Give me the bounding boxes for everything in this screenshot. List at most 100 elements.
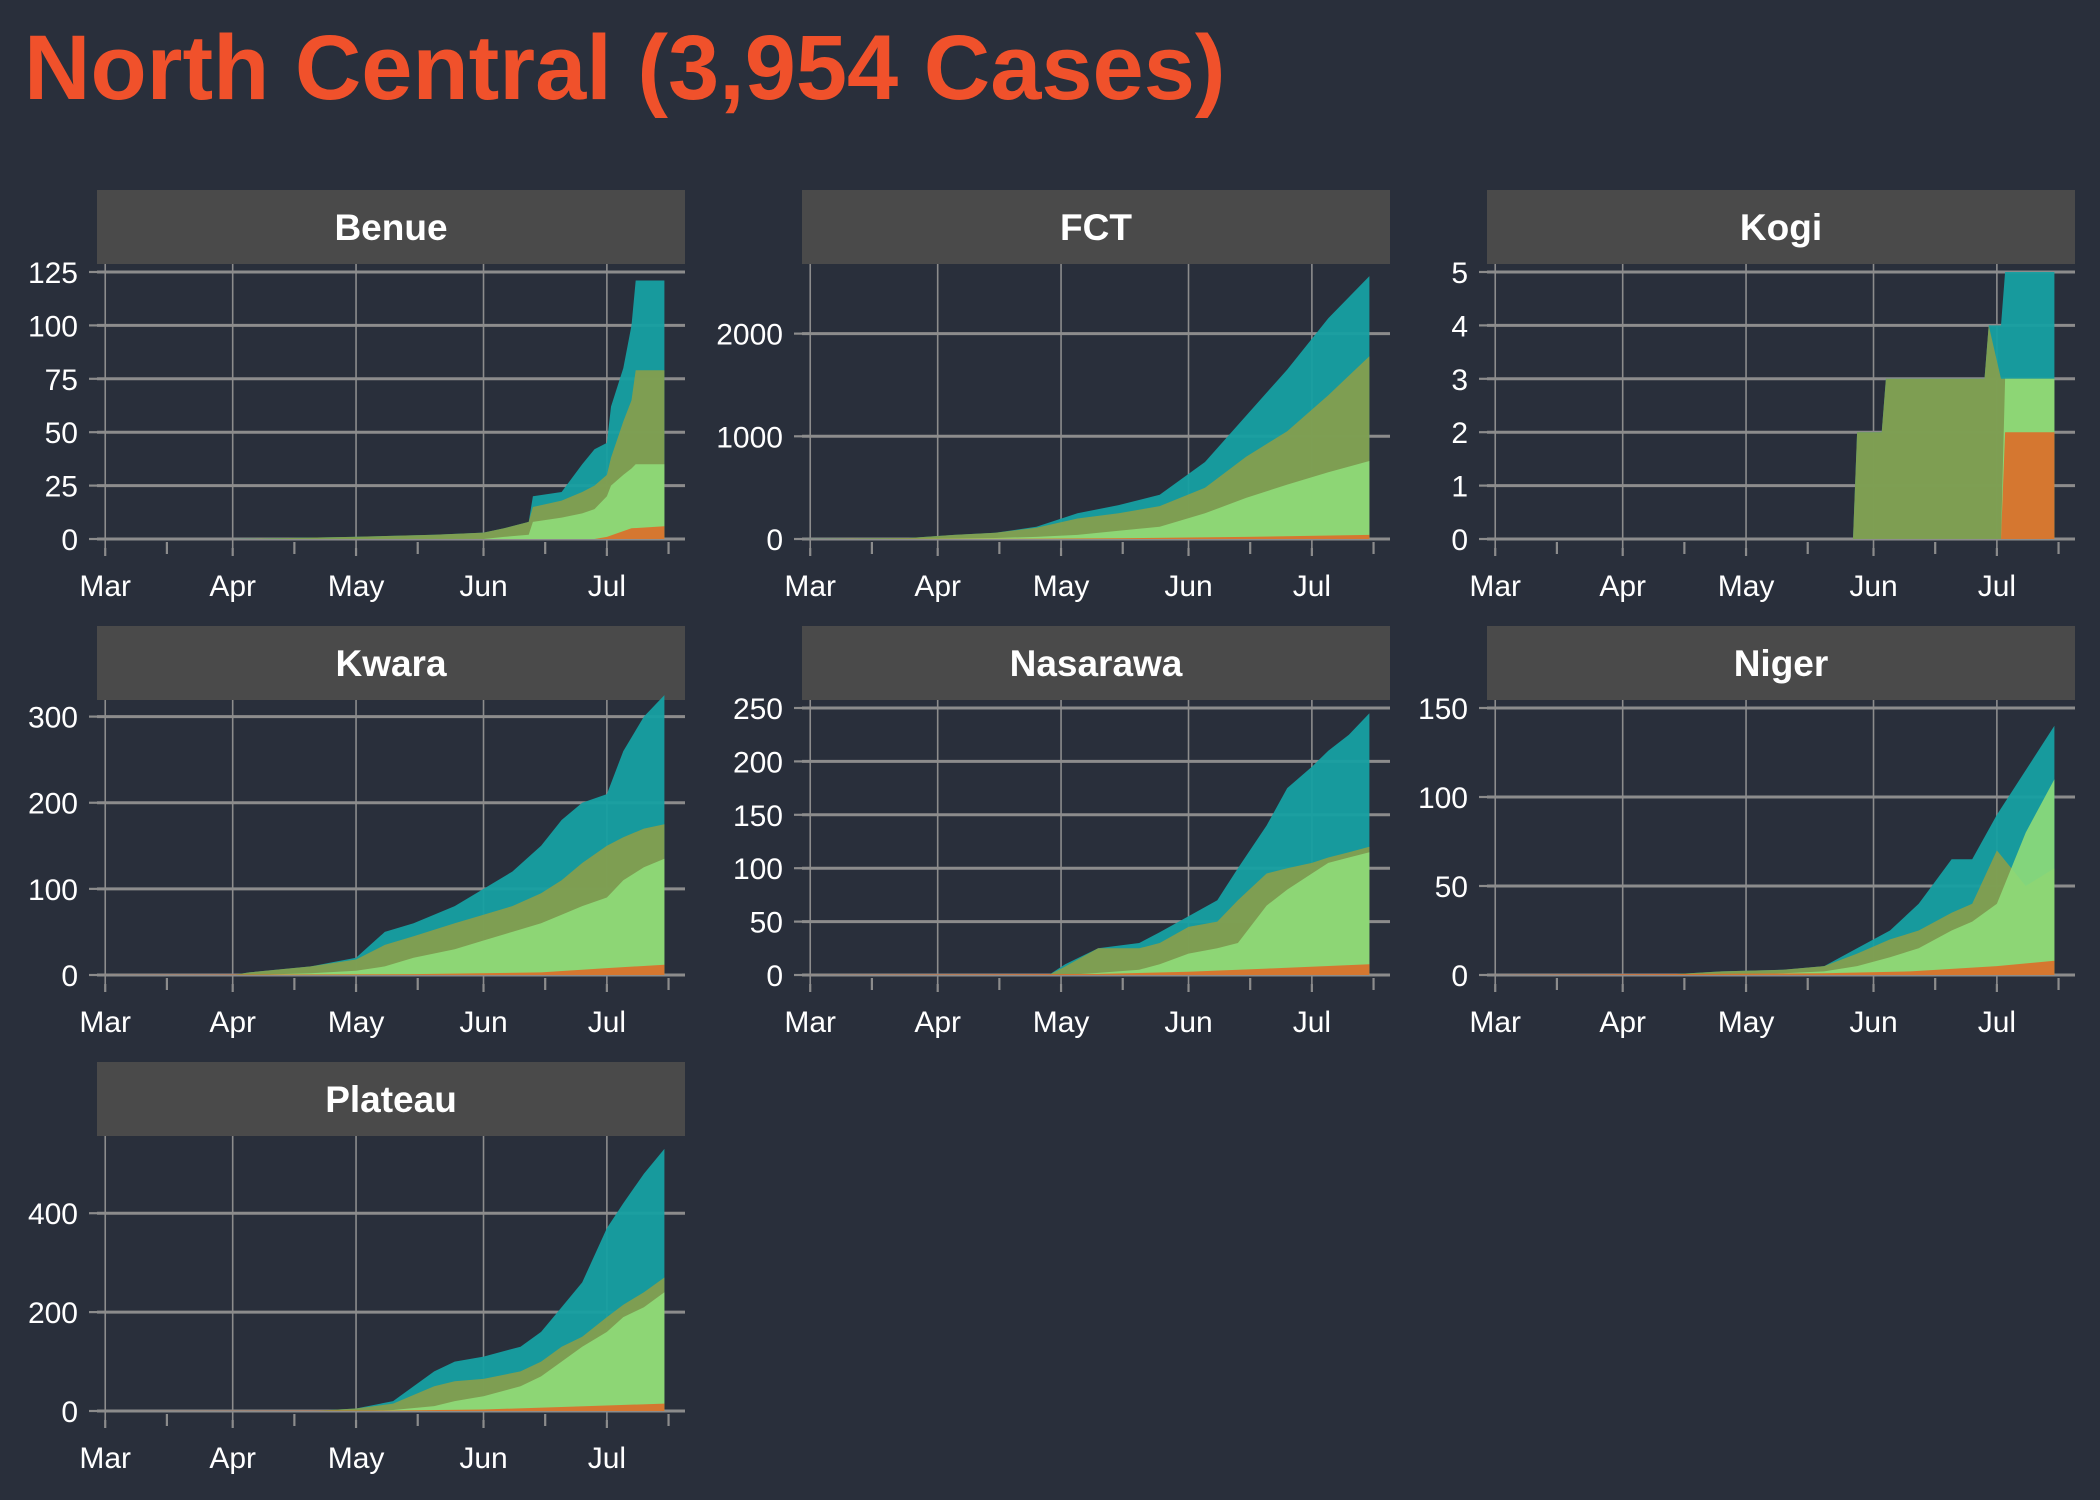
y-tick-label: 25: [45, 471, 78, 504]
facet-kwara-svg: Kwara 0 100 200 300 Mar Apr May Jun Jul: [28, 626, 685, 1039]
area-series-3: [1487, 779, 2055, 975]
y-tick-label: 50: [45, 417, 78, 450]
area-series-1: [1487, 725, 2055, 975]
facet-kogi-svg: Kogi 0 1 2 3 4 5 Mar Apr May Jun Jul: [1451, 190, 2075, 603]
area-series-2: [97, 370, 665, 539]
facet-fct-svg: FCT 0 1000 2000 Mar Apr May Jun Jul: [716, 190, 1390, 603]
facet-benue: Benue 0 25 50 75 100 125 Mar Apr May Jun Jul: [0, 190, 700, 626]
x-tick-label: May: [328, 570, 385, 603]
x-tick-label: May: [1718, 1006, 1775, 1039]
area-series-2: [802, 356, 1370, 539]
facet-nasarawa-svg: Nasarawa 0 50 100 150 200 250 Mar Apr May Jun Jul: [733, 626, 1390, 1039]
x-tick-label: Mar: [79, 570, 131, 603]
y-tick-label: 2000: [716, 319, 783, 352]
area-series-3: [97, 464, 665, 539]
x-tick-label: Mar: [784, 1006, 836, 1039]
facet-kogi: Kogi 0 1 2 3 4 5 Mar Apr May Jun Jul: [1390, 190, 2090, 626]
y-tick-label: 400: [28, 1198, 78, 1231]
x-tick-label: Jul: [1978, 570, 2016, 603]
x-tick-label: Jun: [459, 1442, 507, 1475]
area-series-4: [802, 534, 1370, 539]
y-tick-label: 50: [1435, 871, 1468, 904]
x-tick-label: Mar: [784, 570, 836, 603]
y-tick-label: 0: [1451, 524, 1468, 557]
y-tick-label: 100: [1418, 782, 1468, 815]
y-tick-label: 2: [1451, 417, 1468, 450]
x-tick-label: Apr: [209, 1442, 256, 1475]
area-series-4: [802, 964, 1370, 975]
x-tick-label: May: [328, 1442, 385, 1475]
x-tick-label: Mar: [79, 1442, 131, 1475]
y-tick-label: 0: [766, 524, 783, 557]
facet-strip: [97, 190, 685, 264]
x-tick-label: Mar: [79, 1006, 131, 1039]
facet-strip: [802, 190, 1390, 264]
y-tick-label: 0: [766, 960, 783, 993]
area-series-1: [97, 1148, 665, 1411]
x-tick-label: Mar: [1469, 1006, 1521, 1039]
x-tick-label: Jul: [588, 1442, 626, 1475]
facet-title: Niger: [1734, 643, 1829, 684]
facet-strip: [97, 1062, 685, 1136]
facet-plateau: Plateau 0 200 400 Mar Apr May Jun Jul: [0, 1062, 700, 1498]
area-series-2: [1487, 850, 2055, 975]
area-series-2: [1487, 325, 2055, 539]
y-tick-label: 5: [1451, 257, 1468, 290]
x-tick-label: Apr: [209, 1006, 256, 1039]
area-series-3: [97, 858, 665, 975]
facet-niger-svg: Niger 0 50 100 150 Mar Apr May Jun Jul: [1418, 626, 2075, 1039]
y-tick-label: 200: [28, 788, 78, 821]
area-series-3: [802, 852, 1370, 975]
facet-strip: [97, 626, 685, 700]
facet-niger: Niger 0 50 100 150 Mar Apr May Jun Jul: [1390, 626, 2090, 1062]
facet-strip: [1487, 190, 2075, 264]
area-series-2: [802, 846, 1370, 975]
x-tick-label: Mar: [1469, 570, 1521, 603]
x-tick-label: May: [1718, 570, 1775, 603]
y-tick-label: 250: [733, 693, 783, 726]
y-tick-label: 100: [733, 853, 783, 886]
y-tick-label: 300: [28, 702, 78, 735]
facet-kwara: Kwara 0 100 200 300 Mar Apr May Jun Jul: [0, 626, 700, 1062]
area-series-3: [802, 461, 1370, 539]
y-tick-label: 0: [61, 524, 78, 557]
y-tick-label: 200: [733, 746, 783, 779]
facet-title: Benue: [334, 207, 447, 248]
facet-title: Nasarawa: [1010, 643, 1183, 684]
x-tick-label: Apr: [1599, 1006, 1646, 1039]
facet-title: Kwara: [335, 643, 446, 684]
facet-plateau-svg: Plateau 0 200 400 Mar Apr May Jun Jul: [28, 1062, 685, 1475]
facet-fct: FCT 0 1000 2000 Mar Apr May Jun Jul: [705, 190, 1405, 626]
area-series-3: [97, 1292, 665, 1411]
x-tick-label: May: [1033, 570, 1090, 603]
y-tick-label: 200: [28, 1297, 78, 1330]
x-tick-label: Jun: [1164, 1006, 1212, 1039]
y-tick-label: 100: [28, 874, 78, 907]
y-tick-label: 50: [750, 907, 783, 940]
page-title: North Central (3,954 Cases): [24, 17, 1226, 119]
x-tick-label: Jul: [1293, 1006, 1331, 1039]
facet-strip: [1487, 626, 2075, 700]
x-tick-label: Jun: [1849, 570, 1897, 603]
x-tick-label: Jul: [588, 1006, 626, 1039]
x-tick-label: Apr: [1599, 570, 1646, 603]
x-tick-label: Apr: [914, 1006, 961, 1039]
y-tick-label: 4: [1451, 310, 1468, 343]
y-tick-label: 0: [1451, 960, 1468, 993]
y-tick-label: 1: [1451, 471, 1468, 504]
x-tick-label: Apr: [209, 570, 256, 603]
facet-strip: [802, 626, 1390, 700]
x-tick-label: Jul: [1293, 570, 1331, 603]
area-series-1: [802, 713, 1370, 975]
area-series-4: [97, 1403, 665, 1411]
x-tick-label: Jun: [1164, 570, 1212, 603]
y-tick-label: 0: [61, 1396, 78, 1429]
y-tick-label: 100: [28, 310, 78, 343]
area-series-2: [97, 1277, 665, 1411]
x-tick-label: Jun: [459, 1006, 507, 1039]
facet-title: Kogi: [1740, 207, 1822, 248]
area-series-4: [97, 526, 665, 539]
y-tick-label: 3: [1451, 364, 1468, 397]
facet-title: Plateau: [325, 1079, 457, 1120]
y-tick-label: 0: [61, 960, 78, 993]
